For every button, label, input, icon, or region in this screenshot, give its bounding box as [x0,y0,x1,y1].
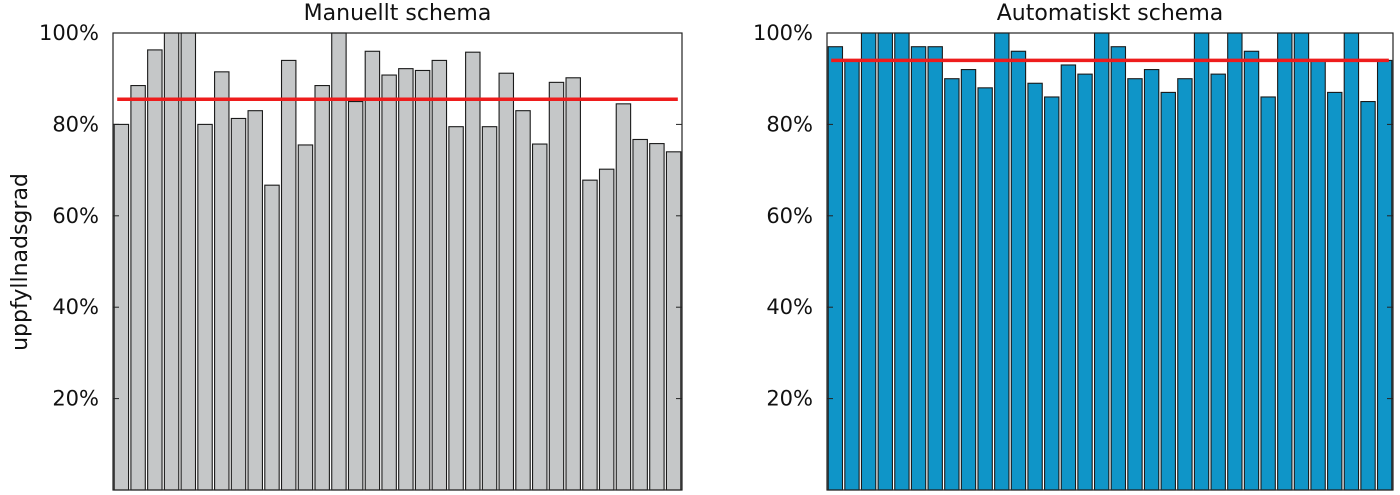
bar [977,87,993,491]
bar [498,72,515,491]
bar [515,110,531,491]
bar [877,32,893,491]
bar [1277,32,1293,491]
bar [147,49,163,491]
bar [163,32,180,491]
bar [280,59,297,491]
bar [582,179,598,491]
bar [531,143,548,491]
chart-title: Automatiskt schema [997,1,1224,26]
y-tick-label: 60% [766,204,813,228]
bar [247,110,263,491]
bar [1260,96,1276,491]
bar [1293,32,1310,491]
bar [1360,101,1376,491]
bar [1327,91,1343,491]
bar [565,77,581,491]
bar [960,69,977,491]
bar [1193,32,1210,491]
bar [1227,32,1243,491]
bar [1343,32,1360,491]
bar [598,168,615,491]
bar [860,32,877,491]
bar [1010,50,1027,491]
bar [1027,82,1043,491]
bar [1143,69,1160,491]
bar [414,69,431,491]
y-tick-label: 40% [766,295,813,319]
y-tick-label: 40% [52,295,99,319]
bar [944,78,960,491]
bar [481,126,498,491]
bar [197,123,213,491]
chart-automatiskt-schema: 20% 40% 60% 80% 100% Automatiskt schema [753,1,1394,491]
y-tick-label: 60% [52,204,99,228]
bar [927,46,943,491]
bar [230,117,247,491]
y-tick-label: 100% [753,21,813,45]
bar [381,74,397,491]
y-tick-label: 80% [52,112,99,136]
bar [548,81,565,491]
bar [314,85,330,491]
bar [465,51,481,491]
bar [1127,78,1143,491]
chart-title: Manuellt schema [304,1,492,26]
bar [180,32,197,491]
bar [632,138,648,491]
bar [1110,46,1127,491]
bar [844,59,860,491]
y-axis-label: uppfyllnadsgrad [8,173,33,351]
bar [331,32,347,491]
bar [910,46,927,491]
bar [130,85,146,491]
bar [615,103,632,491]
bar [894,32,910,491]
bar [297,144,314,491]
bar [1060,64,1077,491]
plot-frame [112,32,683,491]
bar [994,32,1010,491]
bar [398,68,414,491]
bar [1243,50,1260,491]
chart-manuellt-schema: 20% 40% 60% 80% 100% Manuellt schema [39,1,683,491]
y-tick-label: 20% [766,387,813,411]
bar [1093,32,1110,491]
bar [827,46,844,491]
bar [649,143,665,491]
bar [1160,91,1176,491]
bar [1210,73,1226,491]
bar [1310,59,1326,491]
bar [1044,96,1060,491]
plot-frame [826,32,1394,491]
bar [448,126,464,491]
bar [1177,78,1193,491]
bar [347,101,364,491]
bar [431,59,448,491]
y-tick-label: 80% [766,112,813,136]
bar [364,50,381,491]
bar [214,71,230,491]
bar [264,184,280,491]
y-tick-label: 20% [52,387,99,411]
bar [1077,73,1093,491]
bar [665,151,682,491]
y-tick-label: 100% [39,21,99,45]
